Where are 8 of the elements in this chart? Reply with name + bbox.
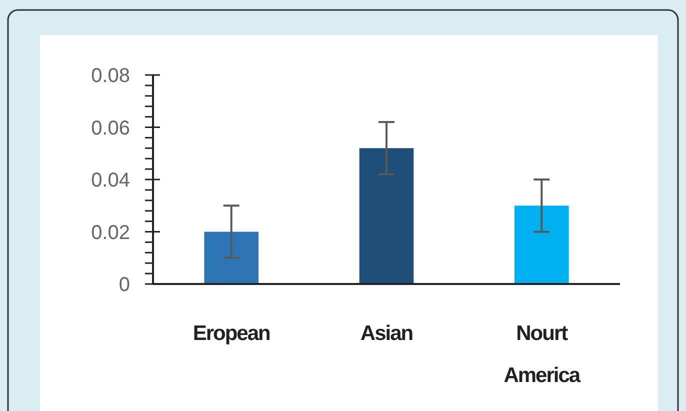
y-tick-label: 0.02 [91,222,130,244]
x-tick-label: Nourt America [504,322,581,387]
y-tick-label: 0 [118,274,130,296]
y-tick-label: 0.04 [91,170,130,192]
y-tick-label: 0.08 [91,65,130,87]
y-tick-label: 0.06 [91,117,130,140]
x-tick-label: Eropean [192,322,270,345]
x-tick-label: Asian [360,322,413,345]
